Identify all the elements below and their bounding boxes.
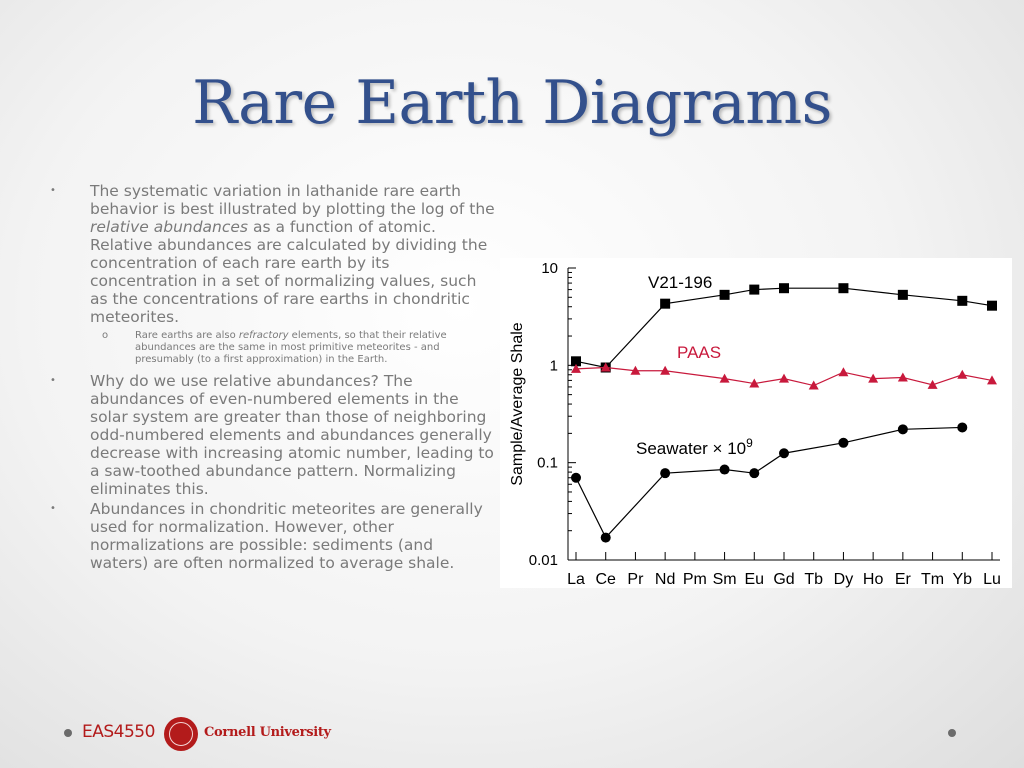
bullet-1-text-b: as a function of atomic. Relative abunda… bbox=[90, 218, 488, 326]
data-point-circle bbox=[897, 424, 908, 435]
x-tick-label: La bbox=[567, 571, 585, 588]
bullet-3: • Abundances in chondritic meteorites ar… bbox=[50, 500, 495, 572]
bullet-marker: • bbox=[50, 375, 56, 386]
data-point-circle bbox=[838, 437, 849, 448]
x-tick-label: Yb bbox=[952, 571, 972, 588]
y-tick-label: 0.01 bbox=[529, 552, 558, 569]
series-label-paas: PAAS bbox=[677, 343, 721, 362]
data-point-triangle bbox=[660, 365, 671, 375]
x-tick-label: Pm bbox=[683, 571, 707, 588]
data-point-triangle bbox=[630, 365, 641, 375]
bullet-marker: • bbox=[50, 503, 56, 514]
y-tick-label: 1 bbox=[550, 357, 558, 374]
bullet-marker: • bbox=[50, 185, 56, 196]
series-line-0 bbox=[575, 287, 993, 369]
x-tick-label: Ce bbox=[595, 571, 616, 588]
x-tick-label: Dy bbox=[834, 571, 854, 588]
series-label-v21-196: V21-196 bbox=[648, 273, 712, 292]
sub-bullet-text-a: Rare earths are also bbox=[135, 330, 239, 341]
x-tick-label: Er bbox=[895, 571, 912, 588]
x-tick-label: Eu bbox=[744, 571, 764, 588]
y-axis-label: Sample/Average Shale bbox=[509, 322, 526, 485]
data-point-triangle bbox=[897, 372, 908, 382]
university-name: Cornell University bbox=[204, 725, 331, 740]
x-tick-label: Pr bbox=[627, 571, 644, 588]
data-point-square bbox=[571, 356, 581, 367]
slide-title: Rare Earth Diagrams bbox=[192, 68, 832, 138]
data-point-circle bbox=[749, 468, 760, 479]
bullet-1-text-a: The systematic variation in lathanide ra… bbox=[90, 182, 495, 218]
data-point-circle bbox=[779, 448, 789, 459]
sub-bullet-marker: o bbox=[102, 330, 109, 341]
data-point-square bbox=[719, 289, 730, 300]
x-tick-label: Tm bbox=[921, 571, 944, 588]
data-point-triangle bbox=[779, 373, 789, 383]
data-point-square bbox=[660, 298, 671, 309]
x-tick-label: Gd bbox=[773, 571, 794, 588]
bullet-3-text: Abundances in chondritic meteorites are … bbox=[90, 500, 483, 572]
data-point-square bbox=[779, 283, 789, 294]
course-code: EAS4550 bbox=[82, 722, 155, 742]
data-point-square bbox=[838, 283, 849, 294]
data-point-square bbox=[987, 300, 997, 311]
data-point-circle bbox=[719, 464, 730, 475]
sub-bullet-text-b: elements, so that their relative abundan… bbox=[135, 330, 447, 365]
data-point-circle bbox=[571, 472, 581, 483]
series-line-2 bbox=[575, 426, 963, 539]
data-point-triangle bbox=[868, 373, 879, 383]
series-label-seawater: Seawater × 109 bbox=[636, 436, 753, 458]
data-point-triangle bbox=[987, 375, 997, 385]
data-point-circle bbox=[660, 468, 671, 479]
data-point-triangle bbox=[600, 362, 611, 372]
data-point-triangle bbox=[571, 363, 581, 373]
x-tick-label: Sm bbox=[713, 571, 737, 588]
bullet-1: • The systematic variation in lathanide … bbox=[50, 182, 495, 326]
data-point-triangle bbox=[749, 378, 760, 388]
data-point-circle bbox=[957, 422, 968, 433]
sub-bullet-emphasis: refractory bbox=[238, 330, 289, 341]
data-point-circle bbox=[600, 532, 611, 543]
x-tick-label: Ho bbox=[863, 571, 884, 588]
cornell-seal-icon bbox=[164, 717, 198, 751]
data-point-triangle bbox=[808, 380, 819, 390]
x-tick-label: Lu bbox=[983, 571, 1001, 588]
x-tick-label: Nd bbox=[655, 571, 675, 588]
bullet-2-text: Why do we use relative abundances? The a… bbox=[90, 372, 494, 498]
data-point-triangle bbox=[838, 367, 849, 377]
footer: EAS4550 Cornell University bbox=[60, 716, 960, 756]
ree-chart-svg: 10 1 0.1 0.01 La Ce Pr Nd Pm Sm Eu Gd Tb Dy Ho Er Tm Yb Lu… bbox=[509, 260, 1001, 588]
series-line-1 bbox=[575, 366, 993, 387]
data-point-triangle bbox=[957, 369, 968, 379]
footer-dot-left bbox=[64, 729, 72, 737]
sub-bullet-1: o Rare earths are also refractory elemen… bbox=[50, 330, 495, 366]
slide-body: • The systematic variation in lathanide … bbox=[50, 182, 495, 574]
data-point-triangle bbox=[927, 379, 938, 389]
data-point-square bbox=[957, 295, 968, 306]
bullet-2: • Why do we use relative abundances? The… bbox=[50, 372, 495, 498]
x-tick-label: Tb bbox=[804, 571, 823, 588]
footer-dot-right bbox=[948, 729, 956, 737]
y-tick-label: 10 bbox=[541, 260, 558, 277]
y-tick-label: 0.1 bbox=[537, 455, 558, 472]
data-point-triangle bbox=[719, 373, 730, 383]
data-point-square bbox=[897, 289, 908, 300]
data-point-square bbox=[749, 284, 760, 295]
ree-chart: 10 1 0.1 0.01 La Ce Pr Nd Pm Sm Eu Gd Tb Dy Ho Er Tm Yb Lu… bbox=[500, 258, 1012, 588]
bullet-1-emphasis: relative abundances bbox=[90, 218, 249, 236]
